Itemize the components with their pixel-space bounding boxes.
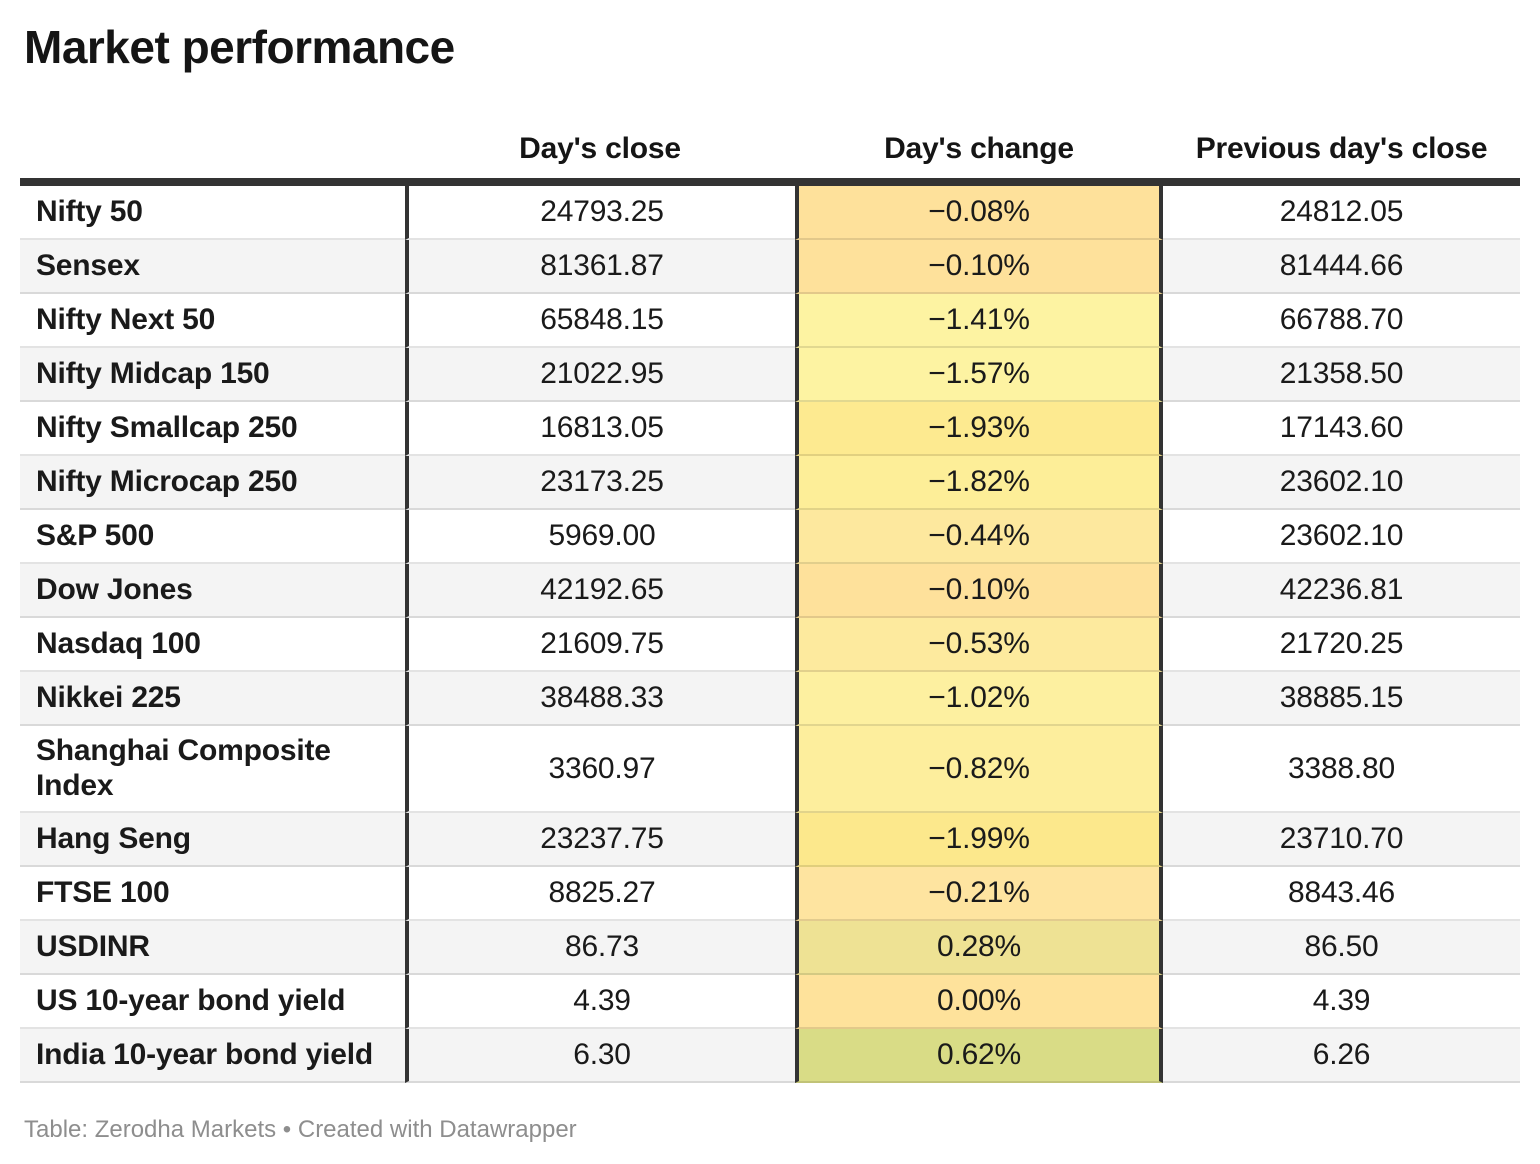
prev-close-cell: 23710.70 (1163, 813, 1520, 867)
row-label: India 10-year bond yield (20, 1029, 405, 1083)
days-change-cell: 0.28% (795, 921, 1163, 975)
row-label: Nifty Microcap 250 (20, 456, 405, 510)
days-close-cell: 65848.15 (405, 294, 795, 348)
prev-close-cell: 17143.60 (1163, 402, 1520, 456)
row-label: USDINR (20, 921, 405, 975)
days-close-cell: 42192.65 (405, 564, 795, 618)
table-row: US 10-year bond yield 4.39 0.00% 4.39 (20, 975, 1520, 1029)
days-close-cell: 24793.25 (405, 186, 795, 240)
days-close-cell: 23173.25 (405, 456, 795, 510)
days-change-cell: −0.10% (795, 240, 1163, 294)
row-label: Hang Seng (20, 813, 405, 867)
days-change-cell: −1.57% (795, 348, 1163, 402)
prev-close-cell: 66788.70 (1163, 294, 1520, 348)
table-row: Hang Seng 23237.75 −1.99% 23710.70 (20, 813, 1520, 867)
column-header-days-change: Day's change (884, 132, 1074, 165)
days-change-cell: −0.10% (795, 564, 1163, 618)
days-change-cell: −0.82% (795, 726, 1163, 813)
table-row: FTSE 100 8825.27 −0.21% 8843.46 (20, 867, 1520, 921)
row-label: Nifty 50 (20, 186, 405, 240)
table-body: Nifty 50 24793.25 −0.08% 24812.05 Sensex… (20, 186, 1520, 1083)
table-row: USDINR 86.73 0.28% 86.50 (20, 921, 1520, 975)
table-row: Dow Jones 42192.65 −0.10% 42236.81 (20, 564, 1520, 618)
row-label: Shanghai Composite Index (20, 726, 405, 813)
column-header-previous-days-close: Previous day's close (1195, 132, 1488, 165)
row-label: Nifty Next 50 (20, 294, 405, 348)
footer-attribution: Table: Zerodha Markets • Created with Da… (24, 1116, 577, 1143)
prev-close-cell: 6.26 (1163, 1029, 1520, 1083)
table-row: Nikkei 225 38488.33 −1.02% 38885.15 (20, 672, 1520, 726)
days-change-cell: −1.93% (795, 402, 1163, 456)
row-label: S&P 500 (20, 510, 405, 564)
market-performance-table: Day's close Day's change Previous day's … (20, 120, 1520, 1083)
prev-close-cell: 23602.10 (1163, 510, 1520, 564)
row-label: FTSE 100 (20, 867, 405, 921)
prev-close-cell: 38885.15 (1163, 672, 1520, 726)
days-change-cell: −1.41% (795, 294, 1163, 348)
days-change-cell: −1.82% (795, 456, 1163, 510)
prev-close-cell: 81444.66 (1163, 240, 1520, 294)
row-label: Nifty Smallcap 250 (20, 402, 405, 456)
days-close-cell: 5969.00 (405, 510, 795, 564)
prev-close-cell: 86.50 (1163, 921, 1520, 975)
table-row: Nifty Smallcap 250 16813.05 −1.93% 17143… (20, 402, 1520, 456)
table-row: India 10-year bond yield 6.30 0.62% 6.26 (20, 1029, 1520, 1083)
row-label: US 10-year bond yield (20, 975, 405, 1029)
table-row: Sensex 81361.87 −0.10% 81444.66 (20, 240, 1520, 294)
row-label: Nikkei 225 (20, 672, 405, 726)
days-close-cell: 23237.75 (405, 813, 795, 867)
prev-close-cell: 8843.46 (1163, 867, 1520, 921)
days-close-cell: 3360.97 (405, 726, 795, 813)
table-row: S&P 500 5969.00 −0.44% 23602.10 (20, 510, 1520, 564)
table-row: Nifty Microcap 250 23173.25 −1.82% 23602… (20, 456, 1520, 510)
prev-close-cell: 23602.10 (1163, 456, 1520, 510)
days-close-cell: 4.39 (405, 975, 795, 1029)
column-header-days-close: Day's close (519, 132, 681, 165)
days-change-cell: −1.99% (795, 813, 1163, 867)
days-close-cell: 86.73 (405, 921, 795, 975)
days-change-cell: −0.44% (795, 510, 1163, 564)
days-close-cell: 8825.27 (405, 867, 795, 921)
table-row: Shanghai Composite Index 3360.97 −0.82% … (20, 726, 1520, 813)
days-close-cell: 21022.95 (405, 348, 795, 402)
prev-close-cell: 21358.50 (1163, 348, 1520, 402)
table-row: Nifty 50 24793.25 −0.08% 24812.05 (20, 186, 1520, 240)
days-change-cell: −0.08% (795, 186, 1163, 240)
days-change-cell: 0.00% (795, 975, 1163, 1029)
days-close-cell: 6.30 (405, 1029, 795, 1083)
prev-close-cell: 42236.81 (1163, 564, 1520, 618)
days-change-cell: −1.02% (795, 672, 1163, 726)
row-label: Dow Jones (20, 564, 405, 618)
prev-close-cell: 3388.80 (1163, 726, 1520, 813)
table-row: Nifty Midcap 150 21022.95 −1.57% 21358.5… (20, 348, 1520, 402)
table-row: Nasdaq 100 21609.75 −0.53% 21720.25 (20, 618, 1520, 672)
days-close-cell: 81361.87 (405, 240, 795, 294)
prev-close-cell: 21720.25 (1163, 618, 1520, 672)
table-header-row: Day's close Day's change Previous day's … (20, 120, 1520, 178)
days-close-cell: 21609.75 (405, 618, 795, 672)
days-close-cell: 38488.33 (405, 672, 795, 726)
row-label: Nasdaq 100 (20, 618, 405, 672)
table-row: Nifty Next 50 65848.15 −1.41% 66788.70 (20, 294, 1520, 348)
row-label: Nifty Midcap 150 (20, 348, 405, 402)
prev-close-cell: 24812.05 (1163, 186, 1520, 240)
days-close-cell: 16813.05 (405, 402, 795, 456)
days-change-cell: −0.21% (795, 867, 1163, 921)
days-change-cell: −0.53% (795, 618, 1163, 672)
prev-close-cell: 4.39 (1163, 975, 1520, 1029)
page-title: Market performance (24, 21, 455, 73)
table-top-border (20, 178, 1520, 186)
row-label: Sensex (20, 240, 405, 294)
days-change-cell: 0.62% (795, 1029, 1163, 1083)
